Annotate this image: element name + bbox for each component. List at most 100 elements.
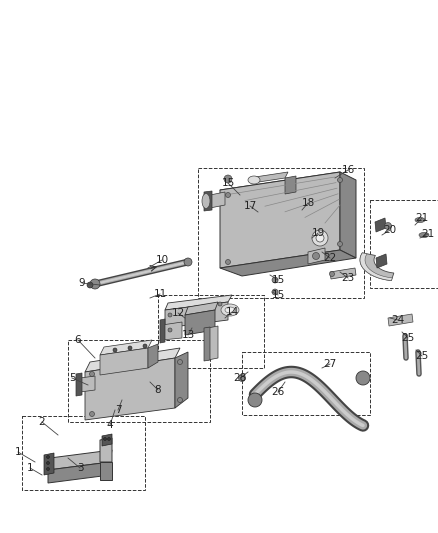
Text: 15: 15: [221, 178, 235, 188]
Text: 27: 27: [323, 359, 337, 369]
Ellipse shape: [415, 217, 425, 222]
Circle shape: [46, 462, 49, 464]
Text: 12: 12: [171, 308, 185, 318]
Circle shape: [143, 344, 147, 348]
Circle shape: [107, 438, 110, 440]
Polygon shape: [44, 453, 54, 475]
Text: 13: 13: [181, 330, 194, 340]
Circle shape: [103, 438, 106, 440]
Polygon shape: [100, 348, 148, 375]
Polygon shape: [165, 295, 232, 310]
Text: 16: 16: [341, 165, 355, 175]
Circle shape: [316, 234, 324, 242]
Text: 4: 4: [107, 420, 113, 430]
Text: 21: 21: [415, 213, 429, 223]
Polygon shape: [388, 314, 413, 326]
Polygon shape: [85, 348, 180, 372]
Text: 3: 3: [77, 463, 83, 473]
Circle shape: [90, 279, 100, 289]
Ellipse shape: [225, 307, 235, 313]
Text: 1: 1: [15, 447, 21, 457]
Text: 15: 15: [272, 290, 285, 300]
Polygon shape: [204, 327, 210, 361]
Ellipse shape: [221, 304, 239, 316]
Polygon shape: [210, 192, 225, 208]
Polygon shape: [48, 450, 112, 470]
Text: 20: 20: [383, 225, 396, 235]
Circle shape: [239, 375, 246, 382]
Polygon shape: [102, 434, 112, 446]
Text: 1: 1: [27, 463, 33, 473]
Bar: [158, 295, 264, 368]
Circle shape: [46, 456, 49, 458]
Polygon shape: [220, 172, 340, 268]
Polygon shape: [308, 248, 325, 264]
Bar: [22, 416, 145, 490]
Circle shape: [218, 302, 222, 306]
Polygon shape: [100, 462, 112, 480]
Polygon shape: [76, 373, 82, 396]
Text: 18: 18: [301, 198, 314, 208]
Circle shape: [385, 222, 392, 230]
Circle shape: [168, 328, 172, 332]
Circle shape: [338, 177, 343, 182]
Polygon shape: [165, 302, 228, 328]
Text: 25: 25: [401, 333, 415, 343]
Text: 8: 8: [155, 385, 161, 395]
Circle shape: [248, 393, 262, 407]
Text: 15: 15: [272, 275, 285, 285]
Polygon shape: [220, 172, 348, 198]
Text: 17: 17: [244, 201, 257, 211]
Circle shape: [226, 260, 230, 264]
Circle shape: [113, 348, 117, 352]
Polygon shape: [100, 340, 152, 355]
Polygon shape: [375, 218, 386, 232]
Polygon shape: [162, 322, 182, 340]
Polygon shape: [80, 376, 95, 392]
Circle shape: [89, 372, 95, 376]
Text: 9: 9: [79, 278, 85, 288]
Polygon shape: [148, 344, 158, 368]
Polygon shape: [48, 462, 110, 483]
Ellipse shape: [248, 176, 260, 184]
Circle shape: [89, 411, 95, 416]
Ellipse shape: [419, 232, 429, 238]
Text: 24: 24: [392, 315, 405, 325]
Polygon shape: [252, 172, 288, 183]
Polygon shape: [285, 176, 296, 194]
Circle shape: [272, 277, 278, 283]
Polygon shape: [208, 326, 218, 360]
Text: 22: 22: [323, 253, 337, 263]
Circle shape: [184, 258, 192, 266]
Text: 25: 25: [415, 351, 429, 361]
Bar: [370, 200, 438, 288]
Polygon shape: [360, 253, 392, 280]
Circle shape: [46, 467, 49, 471]
Polygon shape: [185, 302, 218, 315]
Text: 5: 5: [69, 373, 75, 383]
Bar: [68, 340, 210, 422]
Polygon shape: [175, 352, 188, 408]
Text: 2: 2: [39, 417, 45, 427]
Polygon shape: [100, 438, 112, 462]
Text: 19: 19: [311, 228, 325, 238]
Polygon shape: [85, 358, 175, 420]
Circle shape: [87, 282, 93, 288]
Circle shape: [224, 175, 232, 183]
Ellipse shape: [202, 193, 210, 208]
Polygon shape: [330, 268, 356, 279]
Circle shape: [329, 271, 335, 277]
Polygon shape: [160, 319, 165, 343]
Text: 7: 7: [115, 405, 121, 415]
Text: 21: 21: [421, 229, 434, 239]
Bar: [198, 168, 364, 298]
Polygon shape: [185, 310, 215, 335]
Text: 6: 6: [75, 335, 81, 345]
Polygon shape: [220, 250, 356, 276]
Circle shape: [128, 346, 132, 350]
Circle shape: [168, 313, 172, 317]
Circle shape: [312, 253, 319, 260]
Circle shape: [338, 241, 343, 246]
Polygon shape: [340, 172, 356, 258]
Polygon shape: [360, 253, 394, 280]
